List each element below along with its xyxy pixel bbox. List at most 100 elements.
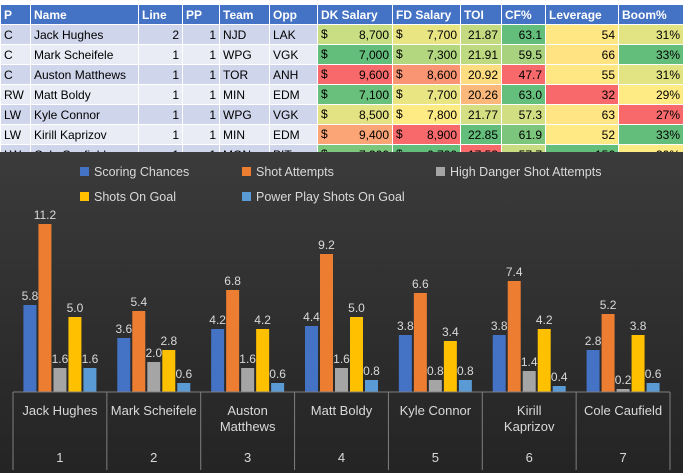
bar-power-play-shots-on-goal — [646, 383, 660, 392]
legend-label: High Danger Shot Attempts — [450, 165, 601, 179]
currency-symbol: $ — [321, 27, 328, 41]
category-number: 2 — [150, 450, 157, 465]
currency-symbol: $ — [396, 127, 403, 141]
data-label: 5.0 — [67, 301, 84, 315]
cell-pp: 1 — [182, 84, 220, 105]
cell-leverage: 54 — [545, 24, 619, 45]
cell-boom: 31% — [618, 64, 683, 85]
cell-name: Mark Scheifele — [30, 44, 139, 65]
data-label: 0.6 — [269, 367, 286, 381]
bar-shot-attempts — [413, 293, 427, 392]
bar-scoring-chances — [211, 329, 225, 392]
bar-high-danger-shot-attempts — [616, 389, 630, 392]
bar-power-play-shots-on-goal — [458, 380, 472, 392]
data-label: 2.0 — [145, 346, 162, 360]
bar-chart: Scoring Chances Shot Attempts High Danger … — [12, 165, 671, 470]
data-label: 2.8 — [160, 334, 177, 348]
bar-shot-attempts — [601, 314, 615, 392]
currency-symbol: $ — [321, 107, 328, 121]
category-label: Jack Hughes — [22, 403, 98, 418]
bar-shots-on-goal — [537, 329, 551, 392]
data-label: 1.6 — [333, 352, 350, 366]
cell-toi: 21.77 — [460, 104, 502, 125]
data-label: 7.4 — [506, 265, 523, 279]
data-label: 3.4 — [442, 325, 459, 339]
cell-fd: $8,900 — [392, 124, 461, 145]
cell-opp: EDM — [269, 84, 318, 105]
cell-team: TOR — [219, 64, 270, 85]
bar-scoring-chances — [398, 335, 412, 392]
cell-pp: 1 — [182, 124, 220, 145]
legend-swatch — [436, 167, 445, 176]
bar-power-play-shots-on-goal — [365, 380, 378, 392]
category-number: 1 — [56, 450, 63, 465]
col-header-dk-salary: DK Salary — [317, 4, 393, 25]
cell-p: C — [0, 44, 31, 65]
data-label: 5.0 — [348, 301, 365, 315]
salary-value: 9,400 — [358, 127, 389, 142]
chart-area: Scoring Chances Shot Attempts High Danger … — [0, 152, 683, 473]
data-label: 2.8 — [585, 334, 602, 348]
data-label: 0.8 — [457, 364, 474, 378]
currency-symbol: $ — [321, 67, 328, 81]
cell-dk: $8,500 — [317, 104, 393, 125]
cell-toi: 20.92 — [460, 64, 502, 85]
currency-symbol: $ — [321, 87, 328, 101]
bar-power-play-shots-on-goal — [271, 383, 285, 392]
cell-opp: EDM — [269, 124, 318, 145]
col-header-pp: PP — [182, 4, 220, 25]
bar-scoring-chances — [492, 335, 506, 392]
cell-boom: 27% — [618, 104, 683, 125]
bar-shot-attempts — [226, 290, 240, 392]
cell-opp: VGK — [269, 104, 318, 125]
cell-cf: 61.9 — [501, 124, 546, 145]
table-row: RW Matt Boldy 1 1 MIN EDM $7,100 $7,700 20.26 63.… — [0, 84, 683, 105]
cell-line: 2 — [138, 24, 183, 45]
bar-high-danger-shot-attempts — [522, 371, 536, 392]
salary-value: 8,600 — [426, 67, 457, 82]
cell-leverage: 32 — [545, 84, 619, 105]
table-row: LW Kyle Connor 1 1 WPG VGK $8,500 $7,800 21.77 57… — [0, 104, 683, 125]
col-header-p: P — [0, 4, 31, 25]
cell-boom: 29% — [618, 84, 683, 105]
salary-value: 9,600 — [358, 67, 389, 82]
salary-value: 7,100 — [358, 87, 389, 102]
col-header-cf: CF% — [501, 4, 546, 25]
cell-leverage: 66 — [545, 44, 619, 65]
bar-high-danger-shot-attempts — [53, 368, 67, 392]
bar-shots-on-goal — [350, 317, 363, 392]
cell-line: 1 — [138, 104, 183, 125]
data-label: 0.6 — [175, 367, 192, 381]
col-header-line: Line — [138, 4, 183, 25]
data-label: 4.2 — [536, 313, 553, 327]
category-number: 5 — [432, 450, 439, 465]
col-header-leverage: Leverage — [545, 4, 619, 25]
table-row: C Mark Scheifele 1 1 WPG VGK $7,000 $7,300 21.91… — [0, 44, 683, 65]
currency-symbol: $ — [321, 47, 328, 61]
data-label: 4.2 — [254, 313, 271, 327]
cell-line: 1 — [138, 44, 183, 65]
cell-name: Matt Boldy — [30, 84, 139, 105]
cell-pp: 1 — [182, 24, 220, 45]
cell-fd: $7,300 — [392, 44, 461, 65]
data-label: 6.8 — [224, 274, 241, 288]
data-label: 3.8 — [630, 319, 647, 333]
cell-boom: 31% — [618, 24, 683, 45]
legend-label: Shots On Goal — [94, 190, 176, 204]
currency-symbol: $ — [396, 27, 403, 41]
bar-high-danger-shot-attempts — [147, 362, 161, 392]
data-label: 0.6 — [645, 367, 662, 381]
data-label: 4.4 — [303, 310, 320, 324]
legend-swatch — [242, 192, 251, 201]
bar-shots-on-goal — [162, 350, 176, 392]
currency-symbol: $ — [321, 127, 328, 141]
cell-fd: $8,600 — [392, 64, 461, 85]
cell-dk: $7,100 — [317, 84, 393, 105]
col-header-team: Team — [219, 4, 270, 25]
data-label: 0.2 — [615, 373, 632, 387]
bar-shots-on-goal — [631, 335, 645, 392]
data-label: 3.8 — [397, 319, 414, 333]
bar-scoring-chances — [117, 338, 131, 392]
legend-swatch — [80, 192, 89, 201]
cell-team: WPG — [219, 44, 270, 65]
